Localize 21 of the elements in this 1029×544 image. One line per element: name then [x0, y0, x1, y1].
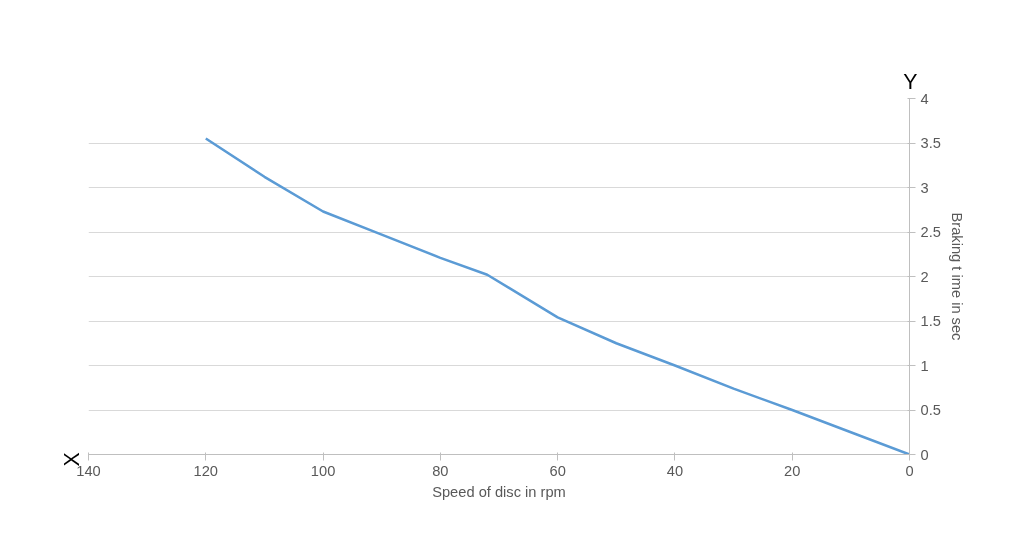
x-tick-label: 80	[432, 462, 449, 479]
text: Y	[903, 69, 918, 94]
y-axis-title: Braking t ime in sec	[948, 212, 965, 341]
x-tick-label: 60	[549, 462, 566, 479]
y-tick-label: 2	[920, 268, 929, 285]
y-tick-label: 3.5	[920, 135, 941, 151]
x-tick-label: 100	[310, 462, 336, 479]
x-tick-label: 40	[666, 462, 684, 479]
line-series	[204, 137, 910, 455]
x-tick-label: 0	[905, 462, 914, 479]
x-tick-label: 20	[784, 462, 801, 479]
y-tick-label: 2.5	[920, 224, 941, 240]
y-tick-label: 3	[920, 179, 929, 196]
y-tick-label: 1	[920, 357, 929, 374]
x-axis-title: Speed of disc in rpm	[432, 483, 566, 500]
x-tick-label: 120	[193, 462, 219, 479]
y-tick-label: 0	[920, 446, 929, 463]
text: X	[59, 452, 84, 467]
y-tick-label: 1.5	[920, 313, 941, 329]
y-tick-label: 4	[920, 90, 929, 107]
y-tick-label: 0.5	[920, 402, 941, 418]
